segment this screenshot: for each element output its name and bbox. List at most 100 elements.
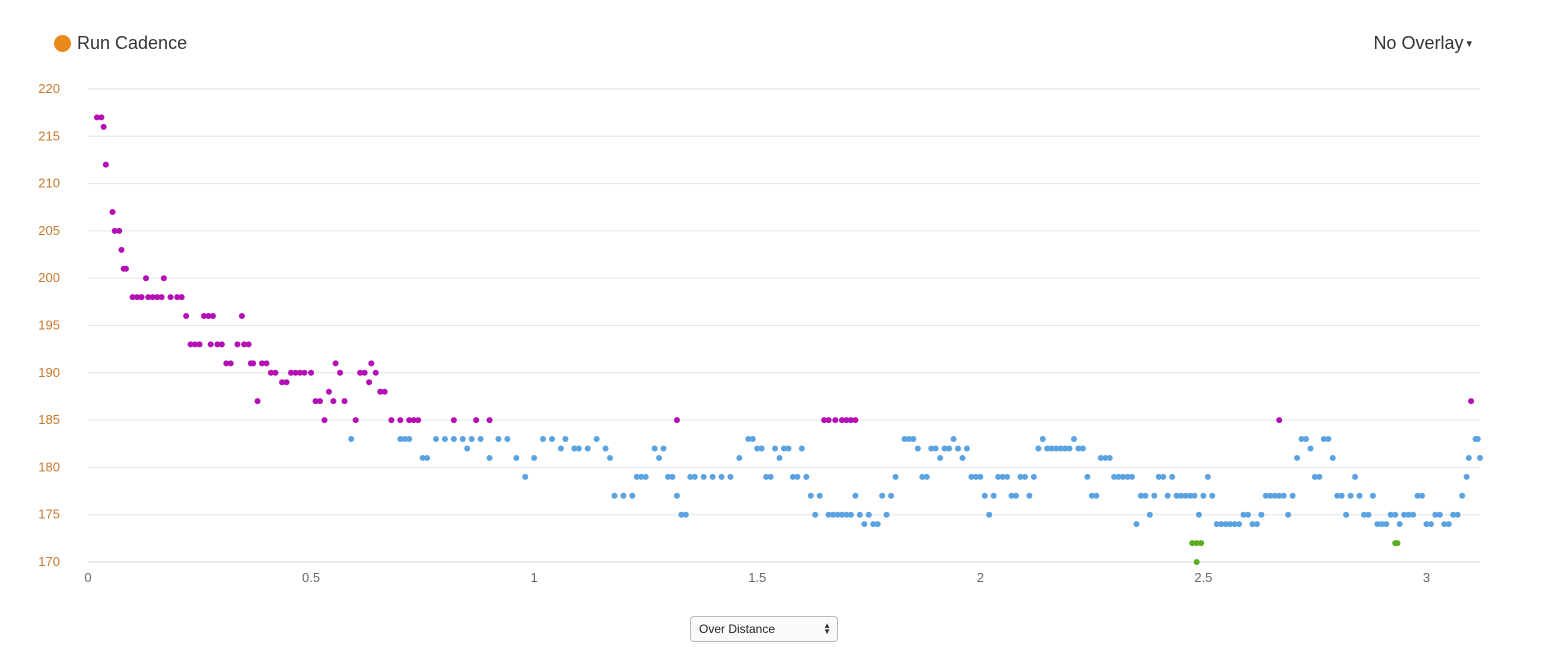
- data-point: [1169, 473, 1176, 480]
- data-point: [1200, 492, 1207, 499]
- data-point: [794, 473, 801, 480]
- data-point: [341, 398, 348, 405]
- data-point: [700, 473, 707, 480]
- data-point: [187, 341, 194, 348]
- data-point: [602, 445, 609, 452]
- data-point: [946, 445, 953, 452]
- data-point: [758, 445, 765, 452]
- data-point: [361, 369, 368, 376]
- data-point: [1053, 445, 1060, 452]
- data-point: [1120, 473, 1127, 480]
- data-point: [424, 454, 431, 461]
- data-point: [749, 436, 756, 443]
- data-point: [138, 294, 145, 301]
- data-point: [1178, 492, 1185, 499]
- data-point: [1187, 492, 1193, 499]
- data-point: [486, 417, 493, 424]
- data-point: [1231, 521, 1238, 528]
- data-point: [1320, 436, 1327, 443]
- data-point: [100, 123, 107, 130]
- data-point: [1311, 473, 1318, 480]
- data-point: [1097, 454, 1104, 461]
- data-point: [406, 436, 413, 443]
- data-point: [687, 473, 694, 480]
- x-axis-mode-select[interactable]: Over Distance ▲ ▼: [690, 616, 838, 642]
- data-point: [923, 473, 930, 480]
- data-point: [549, 436, 555, 443]
- data-point: [892, 473, 899, 480]
- data-point: [192, 341, 199, 348]
- y-tick-label: 220: [38, 81, 60, 96]
- data-point: [1240, 511, 1247, 518]
- data-point: [932, 445, 939, 452]
- data-point: [1394, 540, 1401, 547]
- data-point: [296, 369, 303, 376]
- data-point: [629, 492, 636, 499]
- data-point: [459, 436, 466, 443]
- data-point: [348, 436, 355, 443]
- data-point: [381, 388, 388, 395]
- data-point: [1432, 511, 1439, 518]
- overlay-dropdown[interactable]: No Overlay ▾: [1373, 33, 1472, 54]
- data-point: [977, 473, 984, 480]
- data-point: [1396, 521, 1403, 528]
- data-point: [357, 369, 364, 376]
- data-point: [250, 360, 257, 367]
- data-point: [682, 511, 689, 518]
- data-point: [1021, 473, 1028, 480]
- data-point: [1102, 454, 1109, 461]
- data-point: [158, 294, 165, 301]
- data-point: [941, 445, 948, 452]
- data-point: [950, 436, 957, 443]
- data-point: [870, 521, 877, 528]
- data-point: [656, 454, 663, 461]
- data-point: [1436, 511, 1443, 518]
- data-point: [673, 417, 680, 424]
- data-point: [397, 436, 404, 443]
- data-point: [825, 511, 832, 518]
- data-point: [1057, 445, 1064, 452]
- y-tick-label: 175: [38, 507, 60, 522]
- data-point: [111, 227, 118, 234]
- y-tick-label: 190: [38, 365, 60, 380]
- data-point: [1236, 521, 1243, 528]
- data-point: [321, 417, 328, 424]
- data-point: [433, 436, 439, 443]
- data-point: [377, 388, 384, 395]
- data-point: [1387, 511, 1394, 518]
- data-point: [803, 473, 810, 480]
- data-point: [847, 417, 854, 424]
- data-point: [317, 398, 323, 405]
- data-point: [1289, 492, 1296, 499]
- data-point: [673, 492, 680, 499]
- data-point: [1454, 511, 1461, 518]
- data-point: [1280, 492, 1287, 499]
- data-point: [401, 436, 408, 443]
- data-point: [1249, 521, 1256, 528]
- data-point: [651, 445, 658, 452]
- data-point: [865, 511, 872, 518]
- data-point: [1423, 521, 1430, 528]
- data-point: [441, 436, 448, 443]
- data-point: [718, 473, 725, 480]
- data-point: [1303, 436, 1309, 443]
- data-point: [736, 454, 743, 461]
- y-tick-label: 195: [38, 318, 60, 333]
- data-point: [620, 492, 627, 499]
- chevron-down-icon: ▾: [1466, 38, 1472, 50]
- data-point: [767, 473, 774, 480]
- data-point: [1369, 492, 1376, 499]
- legend[interactable]: Run Cadence: [54, 33, 187, 54]
- data-point: [201, 313, 207, 320]
- data-point: [272, 369, 279, 376]
- y-tick-label: 200: [38, 270, 60, 285]
- x-tick-label: 0.5: [302, 570, 320, 585]
- data-point: [812, 511, 819, 518]
- data-point: [1189, 540, 1196, 547]
- data-point: [1213, 521, 1220, 528]
- data-point: [937, 454, 944, 461]
- data-point: [1222, 521, 1229, 528]
- data-point: [709, 473, 716, 480]
- data-point: [575, 445, 582, 452]
- data-point: [1465, 454, 1472, 461]
